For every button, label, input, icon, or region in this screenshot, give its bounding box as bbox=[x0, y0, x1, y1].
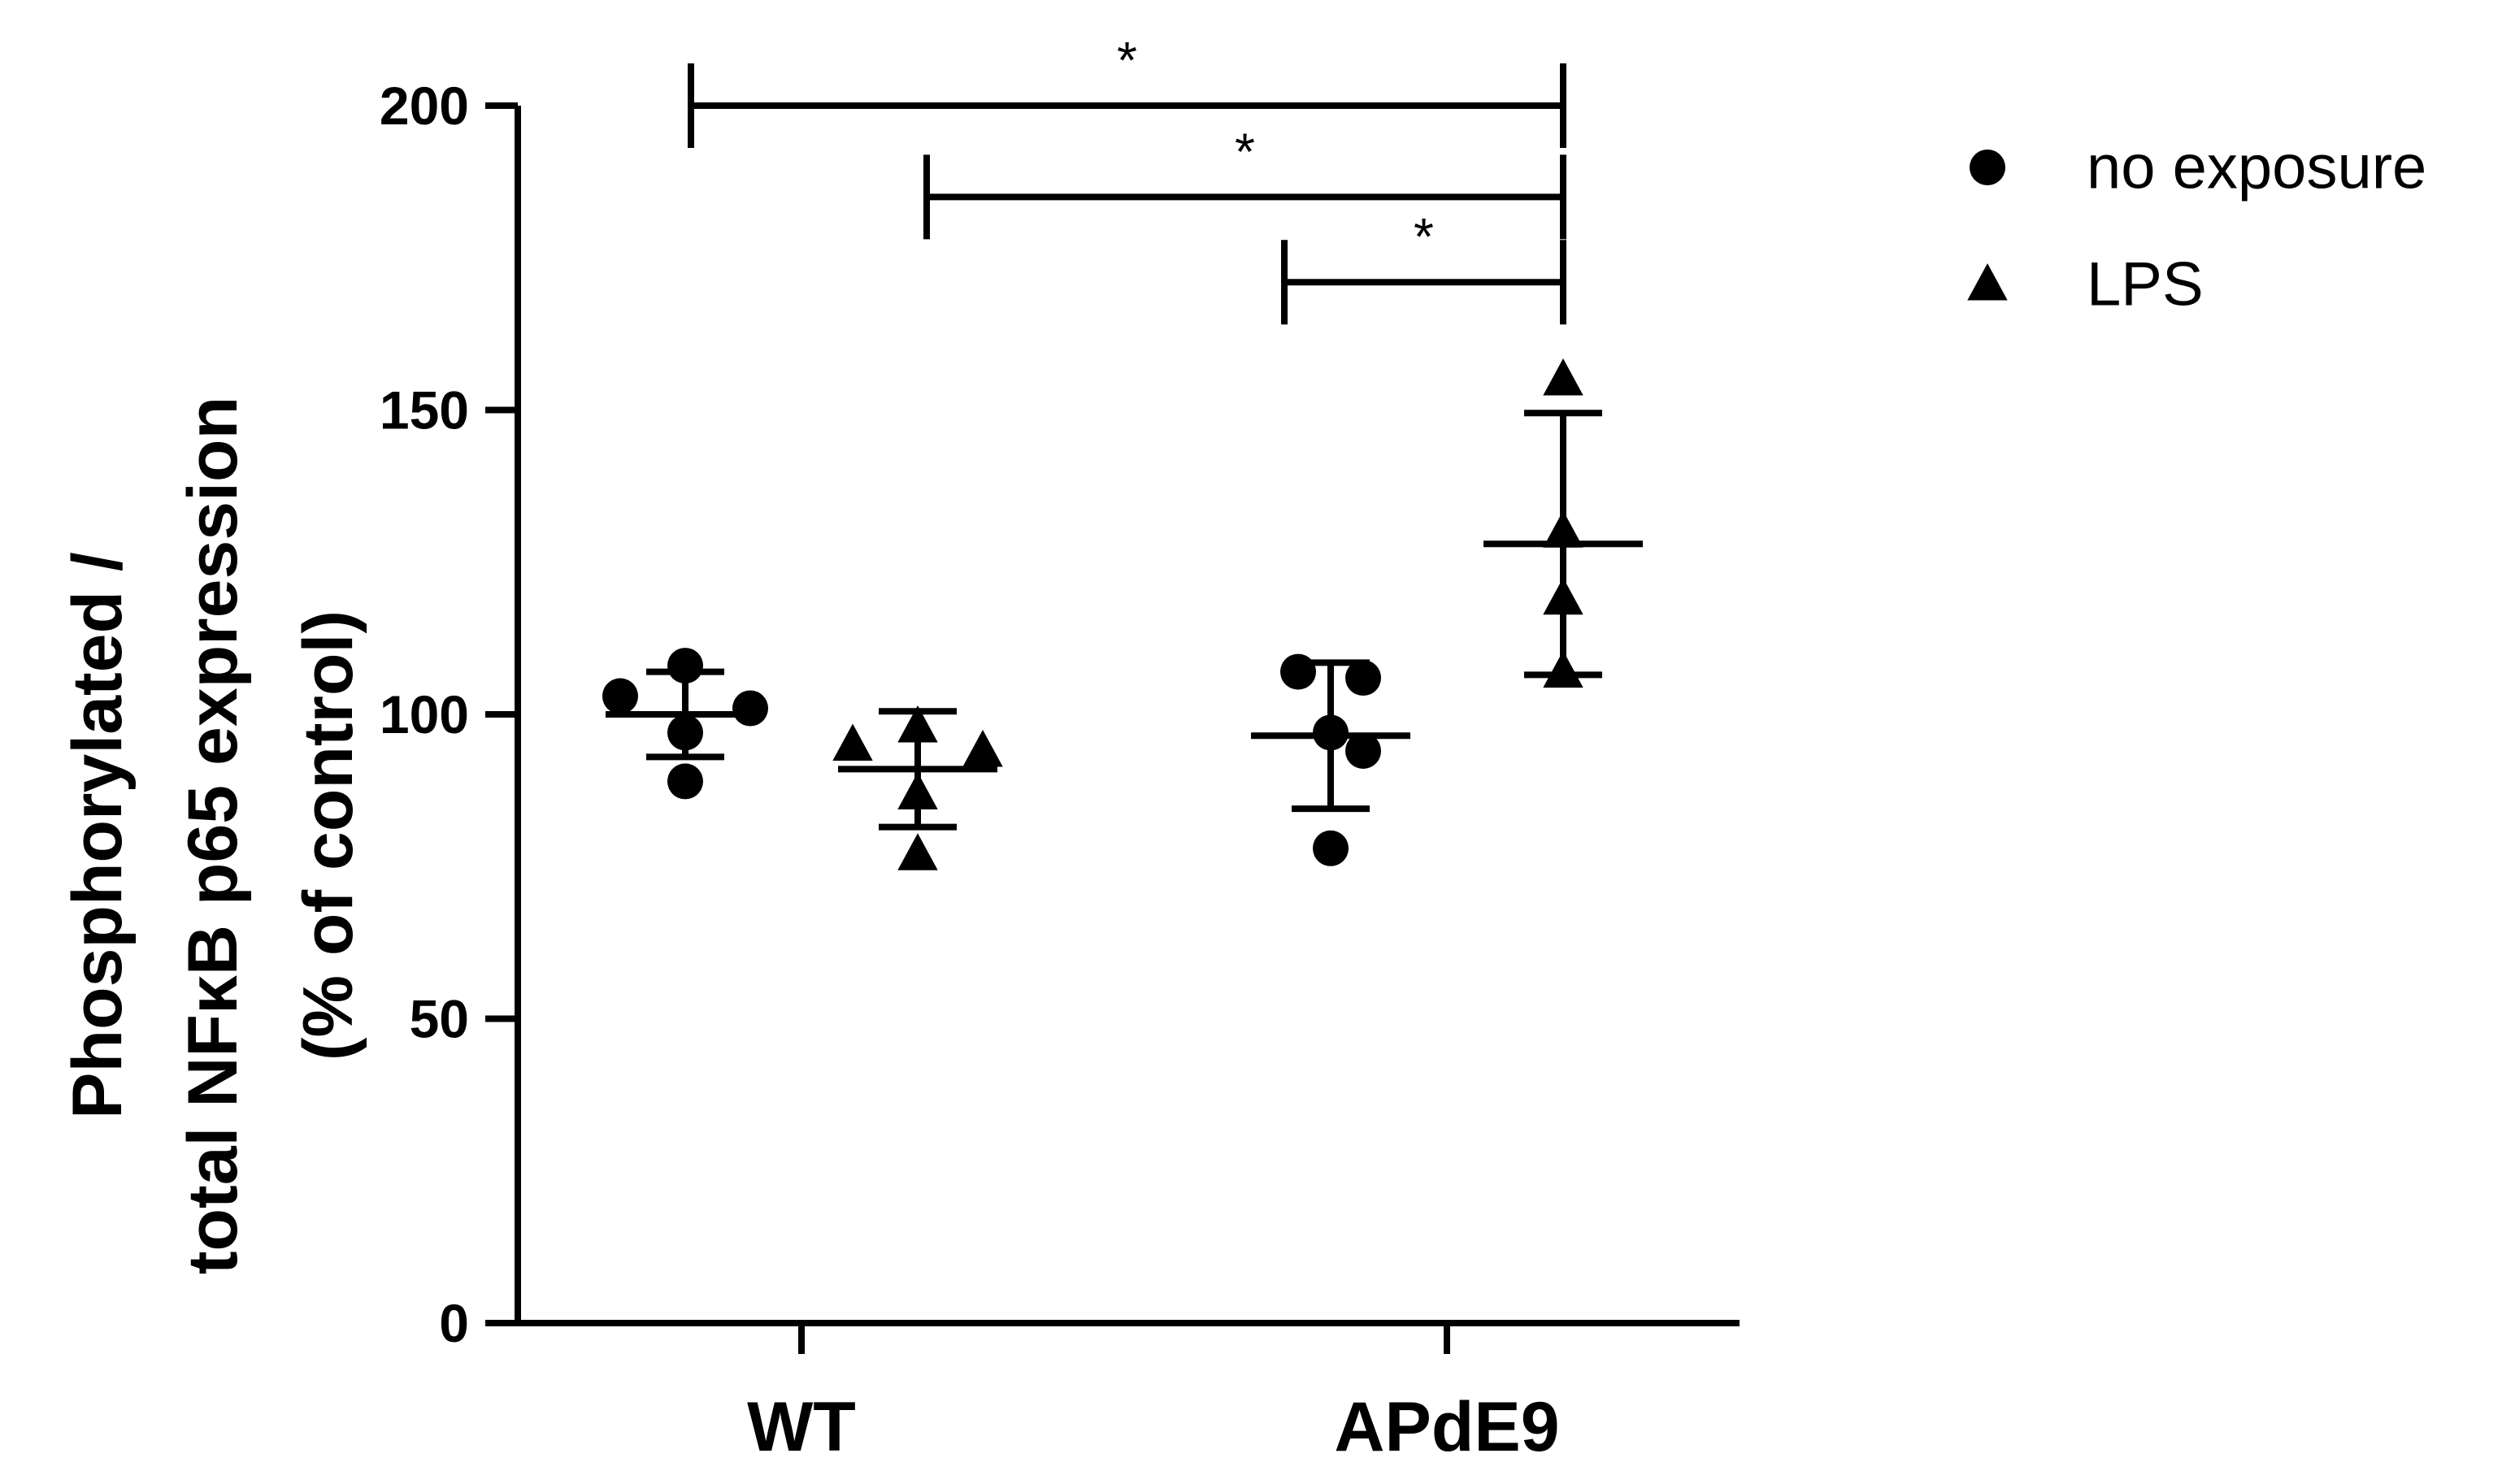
data-point-circle bbox=[1345, 732, 1381, 769]
legend-label: no exposure bbox=[2087, 133, 2426, 202]
legend-marker-triangle bbox=[1967, 263, 2008, 301]
data-point-triangle bbox=[897, 772, 938, 809]
error-bars bbox=[606, 410, 1643, 831]
data-point-circle bbox=[1313, 714, 1349, 751]
x-categories: WT APdE9 bbox=[747, 1323, 1560, 1466]
data-point-circle bbox=[602, 678, 638, 714]
y-axis-title-line: total NFκB p65 expression bbox=[174, 397, 252, 1274]
data-point-triangle bbox=[1543, 358, 1583, 396]
data-point-triangle bbox=[897, 705, 938, 743]
y-axis-title-line: (% of control) bbox=[289, 610, 367, 1061]
legend-item: LPS bbox=[1967, 250, 2204, 319]
data-point-triangle bbox=[832, 723, 873, 761]
significance-star: * bbox=[1414, 207, 1434, 266]
significance-bracket: * bbox=[688, 31, 1566, 148]
data-point-triangle bbox=[1543, 577, 1583, 615]
legend-marker-circle bbox=[1970, 150, 2005, 185]
legend-item: no exposure bbox=[1970, 133, 2426, 202]
y-tick-label: 200 bbox=[380, 76, 469, 136]
legend: no exposure LPS bbox=[1967, 133, 2426, 319]
significance-star: * bbox=[1235, 122, 1255, 180]
x-category-label: APdE9 bbox=[1334, 1388, 1559, 1466]
data-point-circle bbox=[667, 714, 703, 751]
y-axis-title: Phosphorylated / total NFκB p65 expressio… bbox=[59, 397, 367, 1274]
data-point-circle bbox=[1280, 653, 1316, 690]
data-point-circle bbox=[667, 648, 703, 684]
data-point-circle bbox=[732, 690, 768, 727]
data-point-circle bbox=[667, 763, 703, 800]
data-point-circle bbox=[1345, 660, 1381, 696]
legend-label: LPS bbox=[2087, 250, 2204, 319]
y-axis-title-line: Phosphorylated / bbox=[59, 552, 137, 1119]
significance-bracket: * bbox=[1281, 207, 1566, 325]
data-point-triangle bbox=[897, 833, 938, 870]
data-point-triangle bbox=[962, 729, 1003, 767]
y-tick-label: 50 bbox=[410, 989, 469, 1049]
data-points bbox=[602, 358, 1583, 870]
significance-bracket: * bbox=[923, 122, 1566, 240]
y-tick-label: 150 bbox=[380, 380, 469, 440]
data-point-triangle bbox=[1543, 650, 1583, 688]
data-point-circle bbox=[1313, 830, 1349, 866]
data-point-triangle bbox=[1543, 510, 1583, 548]
y-tick-label: 0 bbox=[439, 1293, 469, 1353]
significance-star: * bbox=[1117, 31, 1137, 89]
significance-brackets: * * * bbox=[688, 31, 1566, 325]
y-tick-label: 100 bbox=[380, 684, 469, 744]
y-ticks: 0 50 100 150 200 bbox=[380, 76, 518, 1353]
x-category-label: WT bbox=[747, 1388, 856, 1466]
